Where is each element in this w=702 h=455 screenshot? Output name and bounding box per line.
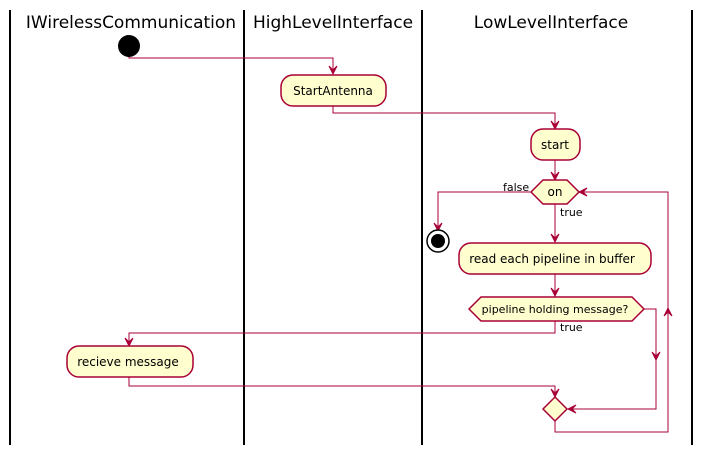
arrowhead (550, 233, 560, 244)
arrowhead (328, 65, 338, 76)
edge-pipeline-true (128, 321, 556, 343)
edge-startantenna-to-start (332, 106, 556, 126)
activity-startantenna-label: StartAntenna (293, 84, 373, 98)
activity-read-pipelines-label: read each pipeline in buffer (469, 252, 635, 266)
edge-label-true: true (560, 206, 583, 219)
lane-title-highlevel: HighLevelInterface (253, 13, 413, 33)
arrowhead (550, 120, 560, 131)
edge-loop-back (554, 191, 669, 433)
decision-loop-label: on (548, 185, 563, 199)
edge-loop-false (437, 191, 531, 228)
lane-title-iwireless: IWirelessCommunication (26, 13, 236, 33)
activity-start-label: start (541, 138, 569, 152)
arrowhead (124, 337, 134, 348)
arrowhead (550, 171, 560, 182)
edge-pipeline-else (571, 308, 657, 410)
edge-label-pipeline-true: true (560, 321, 583, 334)
lane-title-lowlevel: LowLevelInterface (474, 13, 628, 33)
arrowhead (550, 287, 560, 298)
activity-receive-message-label: recieve message (77, 355, 179, 369)
edge-receive-to-merge (128, 377, 556, 394)
edge-label-false: false (503, 181, 529, 194)
edge-initial-to-startantenna (128, 57, 334, 72)
arrowhead (651, 351, 661, 362)
arrowhead (663, 306, 673, 317)
final-node-inner (431, 234, 445, 248)
initial-node (118, 35, 140, 57)
arrowhead (550, 388, 560, 399)
decision-pipeline-label: pipeline holding message? (482, 303, 629, 316)
arrowhead (433, 222, 443, 233)
merge-node (541, 395, 569, 423)
decision-pipeline-holding (467, 296, 646, 322)
activity-receive-message (66, 345, 194, 378)
arrowhead (566, 404, 577, 414)
arrowhead (577, 187, 588, 197)
